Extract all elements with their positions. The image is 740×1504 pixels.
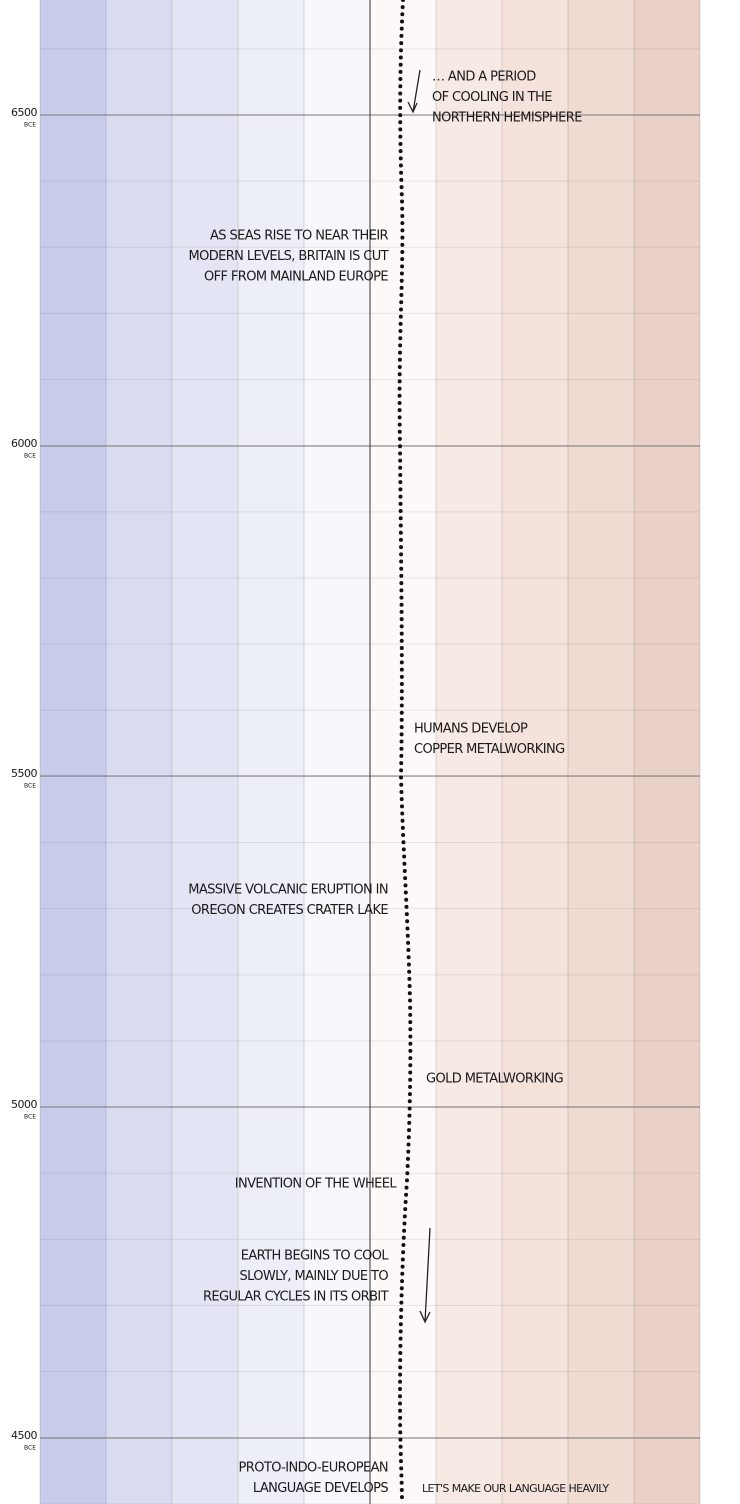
year-label: 5000 [11, 1098, 37, 1111]
annotation-line: REGULAR CYCLES IN ITS ORBIT [203, 1290, 389, 1305]
band [634, 0, 700, 1504]
era-label: BCE [24, 1445, 36, 1452]
era-label: BCE [24, 1114, 36, 1121]
year-label: 5500 [11, 767, 37, 780]
band [436, 0, 502, 1504]
annotation-line: OF COOLING IN THE [432, 90, 552, 105]
annotation-line: HUMANS DEVELOP [414, 722, 528, 737]
annotation-line: PROTO-INDO-EUROPEAN [239, 1461, 388, 1476]
band [502, 0, 568, 1504]
band [172, 0, 238, 1504]
annotation-line: COPPER METALWORKING [414, 742, 565, 757]
annotation-line: OREGON CREATES CRATER LAKE [191, 903, 388, 918]
annotation-line: NORTHERN HEMISPHERE [432, 111, 582, 126]
annotation-line: MASSIVE VOLCANIC ERUPTION IN [188, 883, 388, 898]
band [106, 0, 172, 1504]
annotation-line: OFF FROM MAINLAND EUROPE [204, 270, 388, 285]
band [238, 0, 304, 1504]
annotation-line: LANGUAGE DEVELOPS [253, 1481, 388, 1496]
era-label: BCE [24, 453, 36, 460]
annotation-line: LET'S MAKE OUR LANGUAGE HEAVILY [422, 1482, 609, 1495]
annotation-line: EARTH BEGINS TO COOL [241, 1249, 390, 1264]
arrows [407, 69, 431, 1324]
annotation-line: GOLD METALWORKING [426, 1072, 563, 1087]
temperature-line [397, 0, 413, 1504]
era-label: BCE [24, 122, 36, 129]
annotation-line: INVENTION OF THE WHEEL [235, 1177, 398, 1192]
annotation-line: … AND A PERIOD [432, 70, 536, 85]
labels: 6500 BCE 6000 BCE 5500 BCE 5000 BCE 4500 BCE … AND… [11, 70, 626, 1504]
year-label: 6500 [11, 106, 37, 119]
band [304, 0, 370, 1504]
band [568, 0, 634, 1504]
annotation-line: MODERN LEVELS, BRITAIN IS CUT [188, 249, 388, 264]
annotation-line: INFLECTED SO FUTURE STUDENTS HAVE [422, 1503, 626, 1504]
annotation-line: AS SEAS RISE TO NEAR THEIR [210, 229, 389, 244]
era-label: BCE [24, 783, 36, 790]
year-label: 4500 [11, 1429, 37, 1442]
band [40, 0, 106, 1504]
temperature-bands [39, 0, 701, 1504]
year-label: 6000 [11, 437, 37, 450]
annotation-line: SLOWLY, MAINLY DUE TO [239, 1269, 388, 1284]
